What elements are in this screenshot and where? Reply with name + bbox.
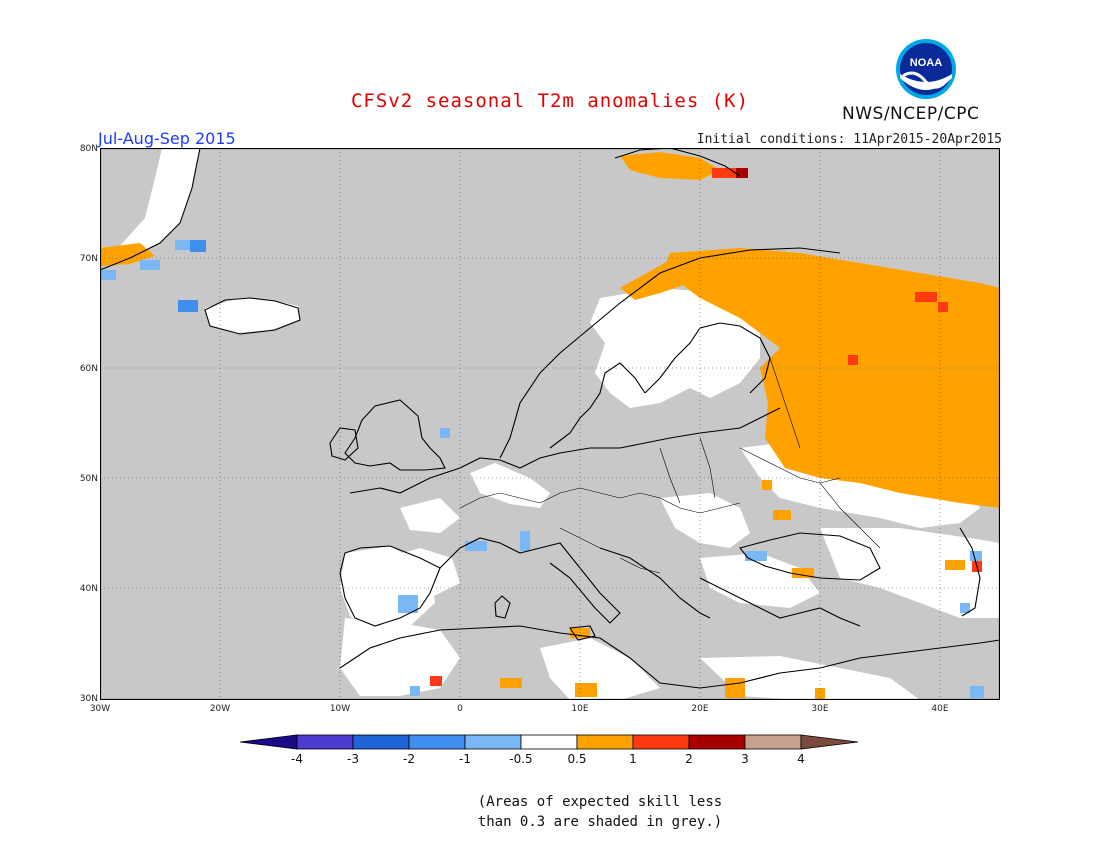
hot-anomaly-cells — [736, 168, 748, 178]
colorbar-swatch — [632, 734, 690, 750]
map-title: CFSv2 seasonal T2m anomalies (K) — [350, 90, 750, 112]
lon-tick: 30E — [811, 704, 829, 714]
lon-tick: 20E — [691, 704, 709, 714]
colorbar-label: 1 — [629, 752, 637, 766]
colorbar-swatch — [744, 734, 802, 750]
colorbar-label: 0.5 — [567, 752, 587, 766]
cool-anomaly-cells — [100, 240, 984, 698]
colorbar-swatch — [576, 734, 634, 750]
colorbar-swatch — [688, 734, 746, 750]
lon-tick: 40E — [931, 704, 949, 714]
anomaly-map — [100, 148, 1000, 700]
country-borders — [459, 337, 881, 574]
forecast-period: Jul-Aug-Sep 2015 — [98, 129, 236, 148]
colorbar-label: 2 — [685, 752, 693, 766]
colorbar-swatch — [352, 734, 410, 750]
colorbar-arrow-high — [800, 734, 859, 750]
skill-note-line2: than 0.3 are shaded in grey.) — [477, 814, 723, 830]
color-legend-bar — [240, 734, 859, 750]
warm-anomaly-regions — [100, 152, 1000, 700]
gridlines — [100, 148, 1000, 700]
colorbar-label: -2 — [403, 752, 415, 766]
skill-note: (Areas of expected skill less than 0.3 a… — [440, 792, 760, 832]
colorbar-label: 4 — [797, 752, 805, 766]
colorbar-label: -3 — [347, 752, 359, 766]
skill-note-line1: (Areas of expected skill less — [477, 794, 723, 810]
lat-tick: 50N — [79, 474, 98, 484]
lat-tick: 70N — [79, 254, 98, 264]
colorbar-label: -1 — [459, 752, 471, 766]
lat-tick: 60N — [79, 364, 98, 374]
map-frame — [100, 148, 1000, 700]
lon-tick: 10E — [571, 704, 589, 714]
org-label: NWS/NCEP/CPC — [842, 104, 980, 124]
lat-tick: 40N — [79, 584, 98, 594]
initial-conditions: Initial conditions: 11Apr2015-20Apr2015 — [696, 132, 1002, 147]
lat-tick: 80N — [79, 144, 98, 154]
colorbar-label: -4 — [291, 752, 303, 766]
svg-text:NOAA: NOAA — [910, 57, 942, 69]
noaa-logo: NOAA — [896, 39, 956, 99]
colorbar-swatch — [464, 734, 522, 750]
coastlines — [100, 148, 1000, 689]
lon-tick: 10W — [329, 704, 351, 714]
lon-tick: 0 — [457, 704, 463, 714]
colorbar-swatch — [408, 734, 466, 750]
cooler-anomaly-cells — [178, 240, 206, 312]
colorbar-swatch — [520, 734, 578, 750]
lon-tick: 20W — [209, 704, 231, 714]
colorbar-label: -0.5 — [509, 752, 533, 766]
colorbar-arrow-low — [240, 734, 298, 750]
colorbar-swatch — [296, 734, 354, 750]
lon-tick: 30W — [89, 704, 111, 714]
lat-tick: 30N — [79, 694, 98, 704]
colorbar-label: 3 — [741, 752, 749, 766]
